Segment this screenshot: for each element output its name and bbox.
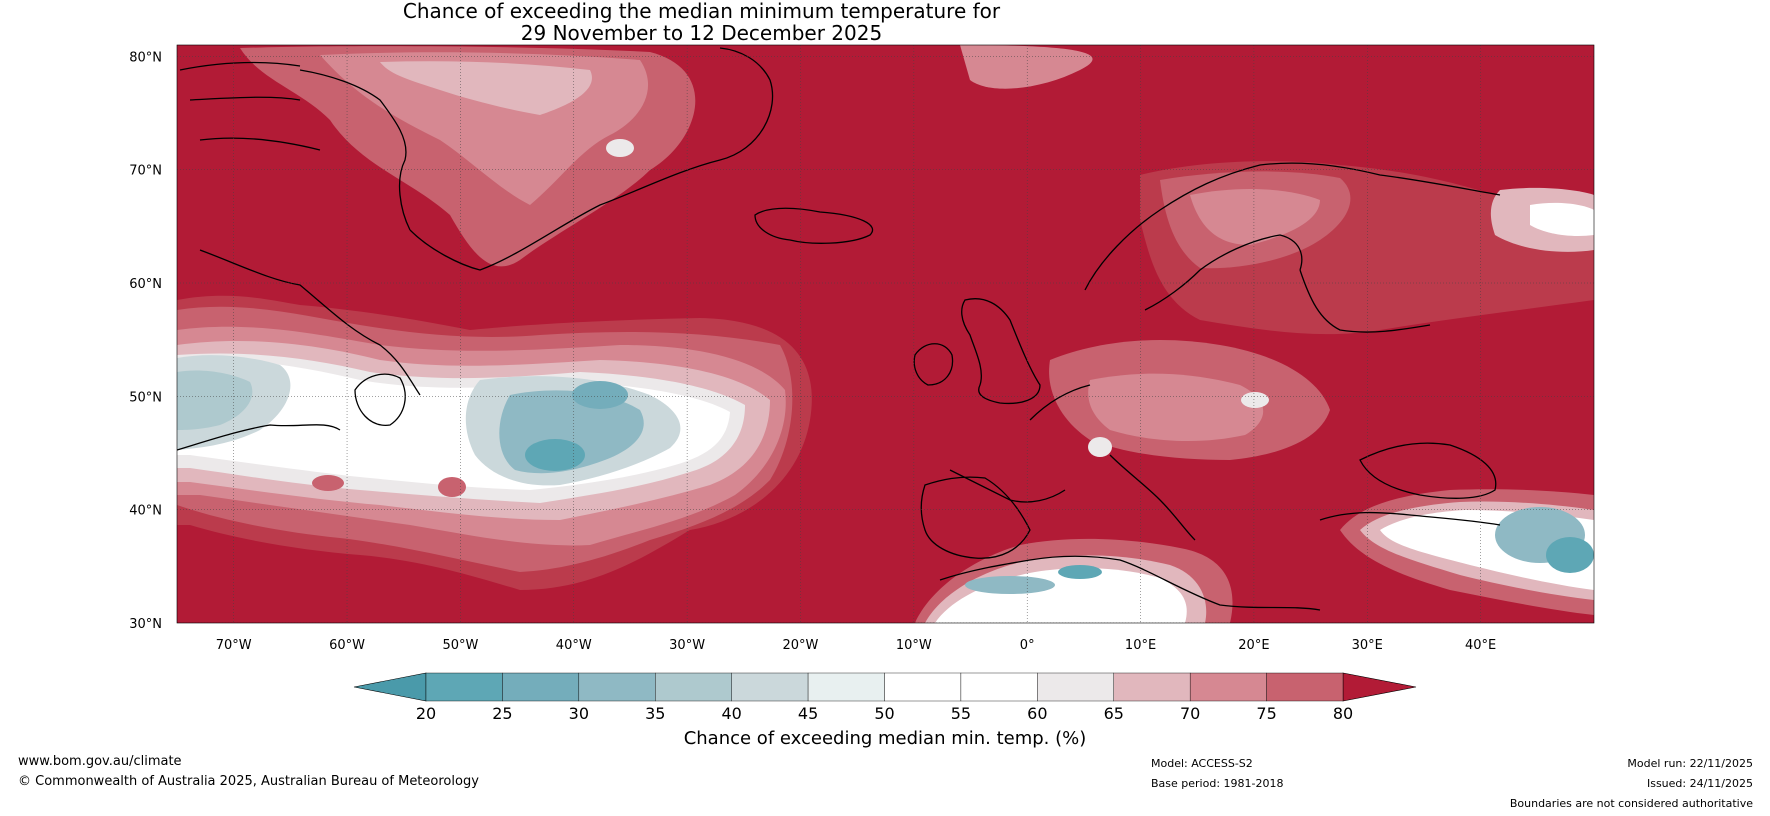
latitude-label: 40°N (129, 504, 162, 519)
field-arctic-70 (960, 45, 1093, 89)
colorbar-tick-label: 80 (1333, 704, 1353, 723)
longitude-label: 20°W (783, 638, 819, 653)
field-canada-30 (177, 370, 253, 430)
field-europe-55 (1241, 392, 1269, 408)
colorbar-low-extend (353, 672, 427, 702)
italy-coast (1109, 454, 1196, 541)
website-link[interactable]: www.bom.gov.au/climate (18, 754, 182, 769)
longitude-labels: 70°W 60°W 50°W 40°W 30°W 20°W 10°W 0° 10°E 20°E 30… (216, 638, 1497, 653)
labrador-coast (199, 249, 421, 396)
latitude-label: 70°N (129, 164, 162, 179)
colorbar-segment (502, 672, 580, 702)
colorbar-tick-label: 70 (1180, 704, 1200, 723)
disclaimer-text: Boundaries are not considered authoritat… (1509, 797, 1753, 810)
iceland-coast (754, 207, 873, 244)
nova-scotia-coast (177, 424, 341, 451)
iberia-coast (920, 476, 1031, 559)
latitude-label: 60°N (129, 277, 162, 292)
map-title-line2: 29 November to 12 December 2025 (520, 21, 883, 45)
colorbar: 20 25 30 35 40 45 50 55 60 65 70 75 80 (353, 672, 1417, 723)
greenland-coast (409, 47, 774, 271)
colorbar-label: Chance of exceeding median min. temp. (%… (683, 728, 1087, 749)
latitude-label: 30°N (129, 617, 162, 632)
field-scandinavia-65 (1190, 188, 1320, 245)
map-title-line1: Chance of exceeding the median minimum t… (402, 0, 1001, 23)
colorbar-segment (884, 672, 962, 702)
colorbar-tick-label: 60 (1027, 704, 1047, 723)
colorbar-segment (425, 672, 503, 702)
longitude-label: 30°W (669, 638, 705, 653)
longitude-label: 0° (1020, 638, 1035, 653)
longitude-label: 50°W (442, 638, 478, 653)
field-alps-55 (1088, 437, 1112, 457)
field-mideast-20 (1546, 537, 1594, 573)
longitude-label: 40°E (1465, 638, 1496, 653)
greenland-west-coast (299, 69, 411, 231)
colorbar-segment (655, 672, 732, 702)
colorbar-tick-label: 50 (874, 704, 894, 723)
base-period-text: Base period: 1981-2018 (1151, 777, 1284, 790)
colorbar-tick-label: 65 (1104, 704, 1124, 723)
field-africa-20 (1058, 565, 1102, 579)
colorbar-segment (1266, 672, 1344, 702)
turkey-coast (1319, 511, 1501, 526)
copyright-text: © Commonwealth of Australia 2025, Austra… (18, 774, 479, 789)
field-africa-30 (965, 576, 1055, 594)
colorbar-tick-label: 20 (416, 704, 436, 723)
issued-text: Issued: 24/11/2025 (1646, 777, 1753, 790)
field-russia-50 (1530, 202, 1594, 236)
latitude-labels: 80°N 70°N 60°N 50°N 40°N 30°N (129, 50, 162, 632)
field-atlantic-20b (572, 381, 628, 409)
model-run-text: Model run: 22/11/2025 (1627, 757, 1753, 770)
colorbar-tick-label: 40 (721, 704, 741, 723)
colorbar-tick-label: 45 (798, 704, 818, 723)
field-greenland-60 (380, 61, 592, 115)
ireland-coast (913, 343, 954, 386)
field-atlantic-red (438, 477, 466, 497)
colorbar-tick-label: 75 (1256, 704, 1276, 723)
mediterranean-south-coast (939, 555, 1321, 611)
colorbar-segment (807, 672, 885, 702)
black-sea-coast (1359, 442, 1497, 499)
colorbar-tick-label: 30 (569, 704, 589, 723)
longitude-label: 10°W (896, 638, 932, 653)
model-text: Model: ACCESS-S2 (1151, 757, 1253, 770)
longitude-label: 30°E (1352, 638, 1383, 653)
newfoundland-coast (354, 373, 406, 426)
longitude-label: 20°E (1238, 638, 1269, 653)
field-atlantic-20 (525, 439, 585, 471)
field-greenland-55 (606, 139, 634, 157)
colorbar-tick-label: 55 (951, 704, 971, 723)
coastlines (177, 47, 1501, 611)
baltic-coast (1299, 269, 1431, 333)
colorbar-high-extend (1342, 672, 1417, 702)
map-frame (176, 44, 1595, 624)
longitude-label: 40°W (556, 638, 592, 653)
colorbar-segment (1037, 672, 1114, 702)
longitude-label: 70°W (216, 638, 252, 653)
colorbar-tick-label: 35 (645, 704, 665, 723)
field-canada-red (312, 475, 344, 491)
field-europe-65 (1088, 373, 1264, 442)
colorbar-segment (960, 672, 1038, 702)
graticule (177, 45, 1594, 623)
latitude-label: 80°N (129, 50, 162, 65)
colorbar-segment (731, 672, 809, 702)
colorbar-segment (1189, 672, 1267, 702)
norway-coast (1084, 162, 1501, 291)
arctic-islands-coast (179, 61, 321, 151)
colorbar-tick-label: 25 (492, 704, 512, 723)
britain-coast (961, 298, 1041, 405)
colorbar-segment (1113, 672, 1191, 702)
longitude-label: 60°W (329, 638, 365, 653)
longitude-label: 10°E (1125, 638, 1156, 653)
colorbar-segment (578, 672, 656, 702)
sweden-coast (1144, 234, 1303, 311)
latitude-label: 50°N (129, 390, 162, 405)
